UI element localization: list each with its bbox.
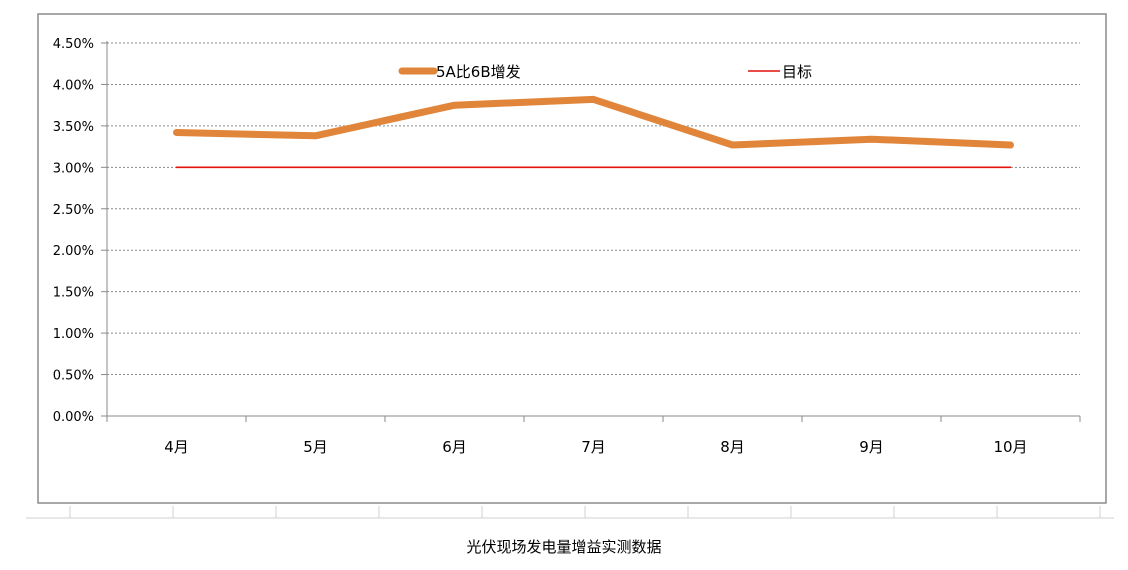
series-layer	[173, 95, 1014, 169]
legend: 5A比6B增发 目标	[398, 63, 812, 81]
y-tick-label: 4.50%	[53, 37, 94, 52]
legend-label-target: 目标	[782, 63, 812, 81]
gridlines	[101, 42, 1080, 417]
x-tick-label: 9月	[859, 438, 884, 456]
y-tick-label: 1.50%	[53, 286, 94, 301]
y-tick-label: 3.00%	[53, 161, 94, 176]
y-tick-label: 2.00%	[53, 244, 94, 259]
series-line-increase	[173, 95, 1014, 149]
x-tick-label: 5月	[303, 438, 328, 456]
x-tick-labels: 4月 5月 6月 7月 8月 9月 10月	[164, 438, 1027, 456]
x-tick-label: 7月	[581, 438, 606, 456]
chart-frame	[37, 13, 1107, 504]
legend-label-increase: 5A比6B增发	[436, 63, 521, 81]
y-tick-label: 0.50%	[53, 369, 94, 384]
x-tick-label: 8月	[720, 438, 745, 456]
x-tick-label: 6月	[442, 438, 467, 456]
y-tick-labels: 0.00% 0.50% 1.00% 1.50% 2.00% 2.50% 3.00% 3.50%…	[53, 37, 94, 425]
figure-caption: 光伏现场发电量增益实测数据	[466, 538, 662, 556]
x-tick-label: 10月	[993, 438, 1027, 456]
x-tick-label: 4月	[164, 438, 189, 456]
outer-ticks	[26, 506, 1114, 519]
axes	[106, 41, 1081, 422]
y-tick-label: 3.50%	[53, 120, 94, 135]
y-tick-label: 1.00%	[53, 327, 94, 342]
y-tick-label: 4.00%	[53, 78, 94, 93]
y-tick-label: 2.50%	[53, 203, 94, 218]
y-tick-label: 0.00%	[53, 410, 94, 425]
